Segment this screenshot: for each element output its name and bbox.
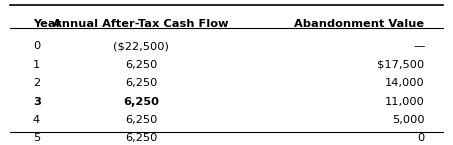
Text: ($22,500): ($22,500): [113, 41, 169, 51]
Text: $17,500: $17,500: [377, 60, 424, 70]
Text: 1: 1: [33, 60, 40, 70]
Text: 0: 0: [417, 133, 424, 143]
Text: 6,250: 6,250: [125, 60, 157, 70]
Text: 2: 2: [33, 78, 40, 88]
Text: 14,000: 14,000: [385, 78, 424, 88]
Text: Year: Year: [33, 19, 61, 29]
Text: 6,250: 6,250: [125, 115, 157, 125]
Text: Annual After-Tax Cash Flow: Annual After-Tax Cash Flow: [53, 19, 229, 29]
Text: 0: 0: [33, 41, 40, 51]
Text: 6,250: 6,250: [125, 133, 157, 143]
Text: Abandonment Value: Abandonment Value: [294, 19, 424, 29]
Text: 4: 4: [33, 115, 40, 125]
Text: 5,000: 5,000: [392, 115, 424, 125]
Text: 5: 5: [33, 133, 40, 143]
Text: 3: 3: [33, 97, 41, 107]
Text: 6,250: 6,250: [125, 78, 157, 88]
Text: 6,250: 6,250: [123, 97, 159, 107]
Text: —: —: [413, 41, 424, 51]
Text: 11,000: 11,000: [385, 97, 424, 107]
